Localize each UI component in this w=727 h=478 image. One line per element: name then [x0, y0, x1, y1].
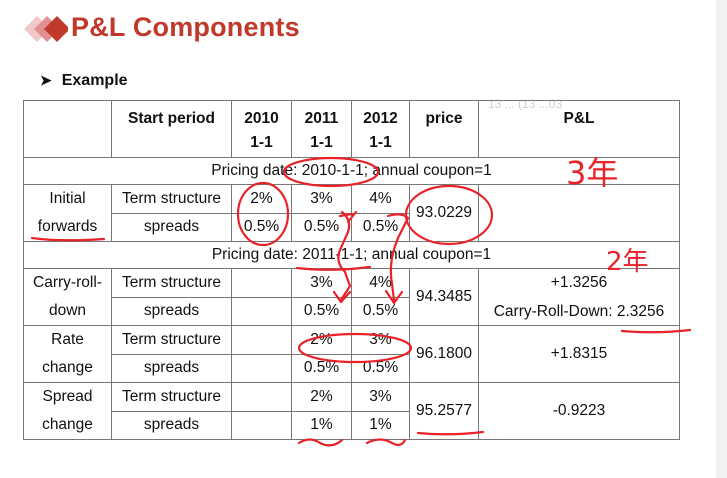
cell-value: 0.5%	[231, 212, 292, 242]
cell-value: 3%	[351, 325, 410, 355]
cell-value: 2%	[291, 382, 352, 412]
cell-value	[231, 325, 292, 355]
header-price: price	[409, 100, 479, 158]
section-row-2010: Pricing date: 2010-1-1; annual coupon=1	[23, 157, 680, 185]
price-cell: 96.1800	[409, 325, 479, 383]
cell-value: 0.5%	[291, 296, 352, 326]
cell-value	[231, 353, 292, 383]
cell-value	[231, 410, 292, 440]
table-row: Initial forwards Term structure 2% 3% 4%…	[23, 184, 680, 242]
row-label-initial: Initial forwards	[23, 184, 112, 242]
pricing-note-2011: Pricing date: 2011-1-1; annual coupon=1	[23, 241, 680, 269]
pl-cell: -0.9223	[478, 382, 680, 440]
ts-label: Term structure	[111, 325, 232, 355]
cell-value: 0.5%	[351, 296, 410, 326]
table-row: Rate change Term structure 2% 3% 96.1800…	[23, 325, 680, 383]
cell-value: 3%	[291, 184, 352, 214]
spreads-label: spreads	[111, 296, 232, 326]
section-row-2011: Pricing date: 2011-1-1; annual coupon=1	[23, 241, 680, 269]
example-heading: ➤ Example	[40, 72, 128, 90]
pl-cell: +1.8315	[478, 325, 680, 383]
underline-spread-2012	[365, 438, 407, 447]
row-label-rate: Rate change	[23, 325, 112, 383]
cell-value	[231, 296, 292, 326]
header-pl: P&L	[478, 100, 680, 158]
page-title: P&L Components	[71, 12, 300, 42]
cell-value	[231, 382, 292, 412]
cell-value: 2%	[291, 325, 352, 355]
header-2011: 2011 1-1	[291, 100, 352, 158]
underline-spread-2011	[297, 438, 344, 447]
header-row: Start period 2010 1-1 2011 1-1 2012 1-1 …	[23, 100, 680, 158]
carry-roll-down-note: Carry-Roll-Down: 2.3256	[493, 302, 665, 320]
cell-value: 4%	[351, 184, 410, 214]
cell-value: 0.5%	[291, 353, 352, 383]
spreads-label: spreads	[111, 212, 232, 242]
pricing-note-2010: Pricing date: 2010-1-1; annual coupon=1	[23, 157, 680, 185]
cell-value: 2%	[231, 184, 292, 214]
header-start-period: Start period	[111, 100, 232, 158]
ts-label: Term structure	[111, 268, 232, 298]
cell-value: 4%	[351, 268, 410, 298]
spreads-label: spreads	[111, 410, 232, 440]
pl-table: Start period 2010 1-1 2011 1-1 2012 1-1 …	[23, 100, 680, 440]
side-panel-edge	[716, 0, 727, 478]
spreads-label: spreads	[111, 353, 232, 383]
row-label-spread: Spread change	[23, 382, 112, 440]
logo-icon	[24, 16, 68, 42]
example-label: Example	[61, 72, 128, 89]
cell-value: 3%	[291, 268, 352, 298]
ts-label: Term structure	[111, 382, 232, 412]
price-cell: 95.2577	[409, 382, 479, 440]
cell-value: 0.5%	[351, 353, 410, 383]
cell-value	[231, 268, 292, 298]
cell-value: 1%	[291, 410, 352, 440]
price-cell: 93.0229	[409, 184, 479, 242]
cell-value: 0.5%	[351, 212, 410, 242]
table-row: Carry-roll- down Term structure 3% 4% 94…	[23, 268, 680, 326]
table-row: spreads 0.5% 0.5%	[24, 296, 680, 326]
table-row: Spread change Term structure 2% 3% 95.25…	[23, 382, 680, 440]
arrow-bullet-icon: ➤	[40, 72, 52, 88]
row-label-carry: Carry-roll- down	[23, 268, 112, 326]
pl-cell: +1.3256 Carry-Roll-Down: 2.3256	[478, 268, 680, 326]
price-cell: 94.3485	[409, 268, 479, 326]
cell-value: 1%	[351, 410, 410, 440]
header-blank	[23, 100, 112, 158]
ts-label: Term structure	[111, 184, 232, 214]
pl-cell	[478, 184, 680, 242]
cell-value: 3%	[351, 382, 410, 412]
header-2012: 2012 1-1	[351, 100, 410, 158]
pl-value: +1.3256	[550, 273, 608, 291]
header-2010: 2010 1-1	[231, 100, 292, 158]
table-row: spreads 1% 1%	[24, 410, 680, 440]
cell-value: 0.5%	[291, 212, 352, 242]
